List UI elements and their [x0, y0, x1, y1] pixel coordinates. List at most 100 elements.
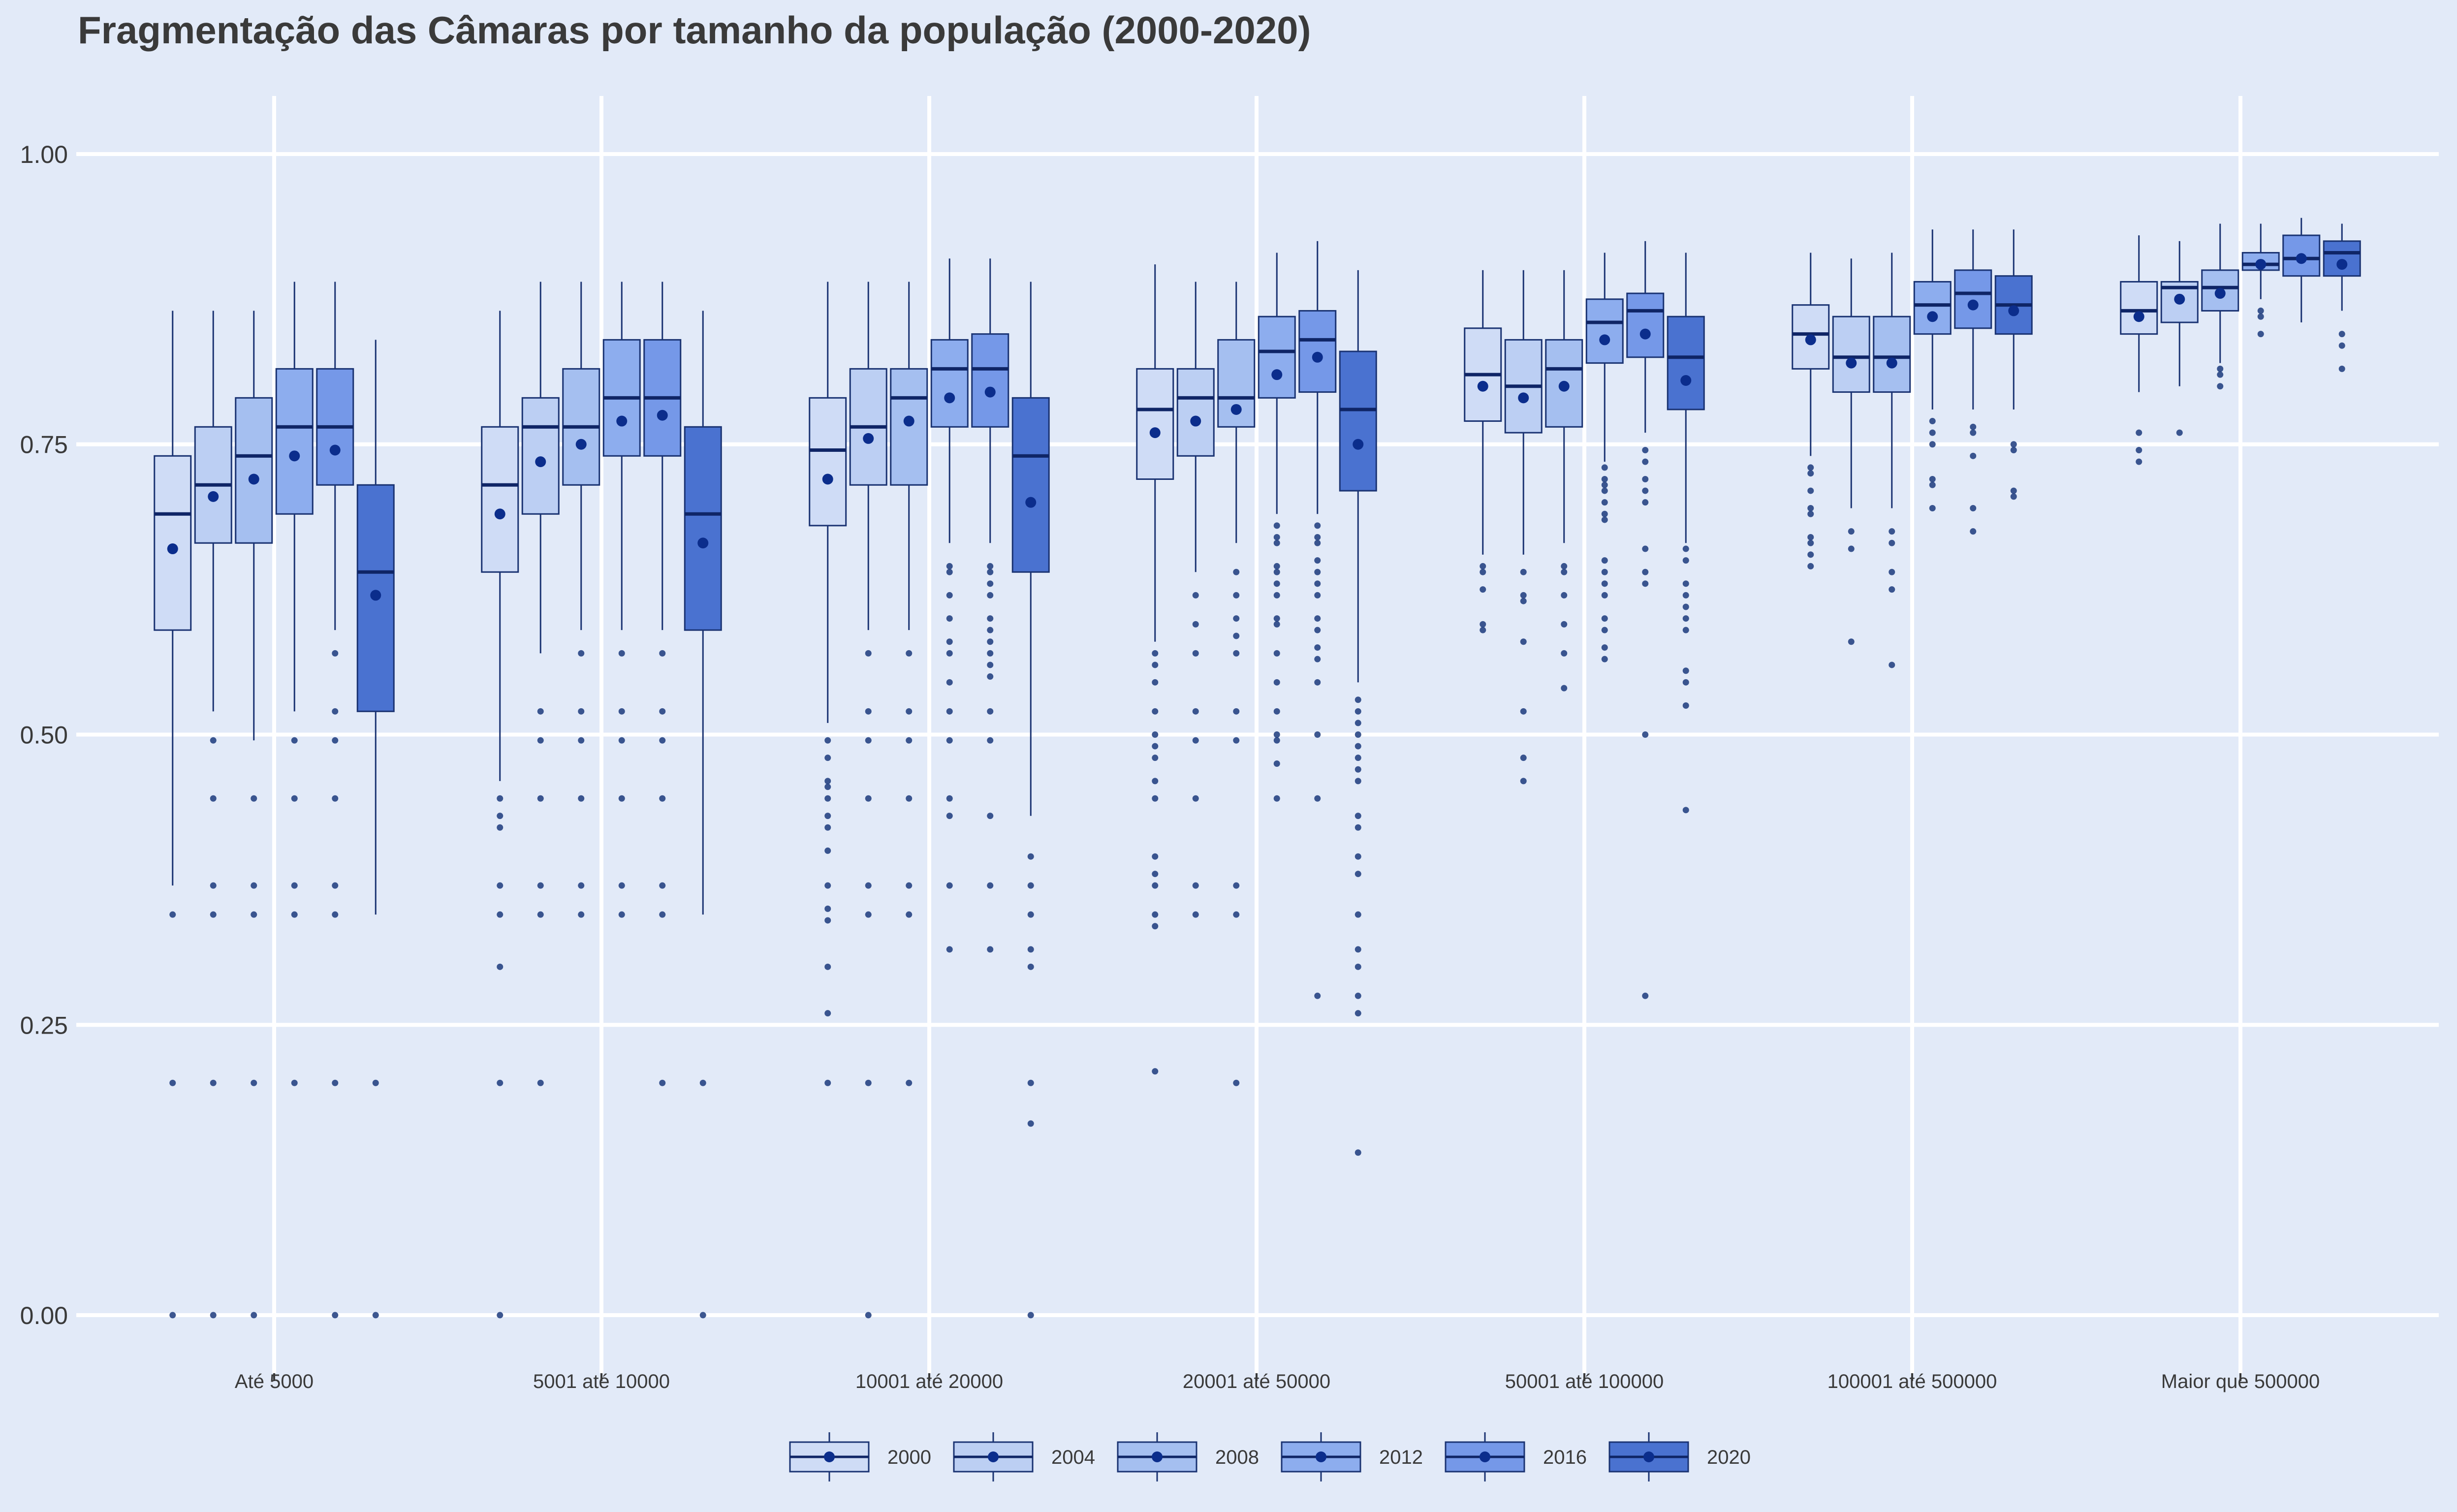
box-2008-6 [2201, 223, 2239, 390]
legend-item-2012: 2012 [1281, 1432, 1423, 1481]
outlier-point [1152, 662, 1159, 668]
outlier-point [1929, 481, 1936, 488]
mean-point [903, 415, 914, 427]
outlier-point [865, 737, 872, 744]
outlier-point [987, 813, 994, 819]
box-body [1176, 368, 1215, 457]
outlier-point [1807, 487, 1814, 494]
outlier-point [1273, 621, 1280, 628]
outlier-point [865, 882, 872, 889]
outlier-point [1889, 586, 1895, 593]
outlier-point [1601, 481, 1608, 488]
outlier-point [1848, 638, 1855, 645]
outlier-point [578, 911, 585, 918]
outlier-point [1601, 568, 1608, 575]
legend: 2000 2004 2008 2012 2016 2020 [789, 1432, 1751, 1481]
outlier-point [1807, 551, 1814, 558]
outlier-point [578, 650, 585, 657]
outlier-point [332, 882, 339, 889]
outlier-point [1929, 429, 1936, 436]
box-2008-3 [1217, 282, 1256, 1086]
outlier-point [2338, 365, 2345, 372]
outlier-point [1273, 650, 1280, 657]
outlier-point [987, 737, 994, 744]
mean-point [248, 473, 259, 485]
box-2008-4 [1545, 270, 1583, 692]
legend-mean [988, 1451, 999, 1462]
outlier-point [1233, 737, 1240, 744]
box-2020-1 [684, 311, 722, 1319]
box-body [1626, 292, 1665, 358]
y-tick-label: 0.75 [20, 431, 68, 459]
box-body [930, 339, 969, 428]
box-body [1298, 310, 1337, 393]
outlier-point [291, 882, 298, 889]
outlier-point [1682, 667, 1689, 674]
outlier-point [1480, 563, 1486, 569]
outlier-point [332, 1079, 339, 1086]
outlier-point [1152, 871, 1159, 878]
outlier-point [1027, 946, 1034, 953]
box-2008-1 [562, 282, 600, 918]
outlier-point [1682, 702, 1689, 709]
mean-point [822, 473, 833, 485]
outlier-point [987, 638, 994, 645]
outlier-point [1889, 662, 1895, 668]
mean-point [2296, 253, 2307, 264]
outlier-point [1682, 557, 1689, 564]
outlier-point [578, 795, 585, 802]
outlier-point [1642, 458, 1649, 465]
box-body [1339, 350, 1377, 492]
box-body [684, 426, 722, 631]
legend-label: 2004 [1051, 1447, 1095, 1468]
outlier-point [865, 708, 872, 715]
outlier-point [2217, 371, 2224, 378]
outlier-point [906, 1079, 913, 1086]
outlier-point [824, 963, 831, 970]
outlier-point [2136, 458, 2142, 465]
outlier-point [291, 1079, 298, 1086]
box-2020-5 [1994, 229, 2033, 500]
outlier-point [1807, 504, 1814, 511]
outlier-point [1480, 627, 1486, 633]
outlier-point [1354, 1149, 1361, 1156]
outlier-point [1561, 685, 1568, 692]
box-2020-2 [1011, 282, 1050, 1319]
outlier-point [618, 737, 625, 744]
outlier-point [1642, 447, 1649, 454]
outlier-point [1314, 568, 1321, 575]
outlier-point [537, 795, 544, 802]
box-body [1873, 315, 1911, 393]
outlier-point [1848, 528, 1855, 535]
outlier-point [1642, 499, 1649, 506]
outlier-point [1354, 778, 1361, 785]
outlier-point [1642, 568, 1649, 575]
outlier-point [1354, 720, 1361, 726]
outlier-point [1642, 487, 1649, 494]
outlier-point [210, 795, 217, 802]
outlier-point [1642, 545, 1649, 552]
box-2000-6 [2120, 235, 2158, 465]
x-tick-label: 10001 até 20000 [855, 1371, 1003, 1392]
mean-point [1025, 497, 1037, 508]
mean-point [1846, 357, 1857, 369]
outlier-point [1682, 545, 1689, 552]
outlier-point [1520, 778, 1527, 785]
box-2004-4 [1504, 270, 1543, 785]
box-body [2120, 281, 2158, 335]
outlier-point [578, 882, 585, 889]
box-body [1585, 298, 1624, 364]
mean-point [616, 415, 628, 427]
legend-item-2008: 2008 [1117, 1432, 1259, 1481]
outlier-point [946, 946, 953, 953]
outlier-point [537, 1079, 544, 1086]
outlier-point [1561, 621, 1568, 628]
outlier-point [1314, 522, 1321, 529]
outlier-point [1233, 1079, 1240, 1086]
outlier-point [1192, 737, 1199, 744]
outlier-point [1480, 586, 1486, 593]
outlier-point [497, 882, 504, 889]
x-tick-label: Maior que 500000 [2161, 1371, 2320, 1392]
outlier-point [1354, 743, 1361, 750]
outlier-point [1273, 580, 1280, 587]
